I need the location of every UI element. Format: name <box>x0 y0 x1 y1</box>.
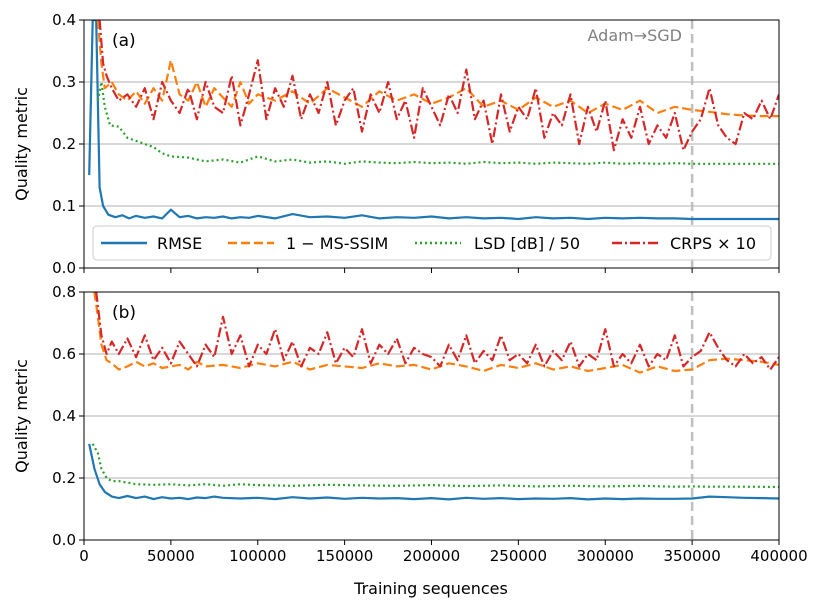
panel-a-x-ticks <box>83 268 780 273</box>
panel-a: 0.0 0.1 0.2 0.3 0.4 (a) Adam→SGD Quality met… <box>12 11 780 277</box>
panel-a-y-axis-label: Quality metric <box>12 87 31 201</box>
panel-a-y-ticks: 0.0 0.1 0.2 0.3 0.4 <box>52 11 84 277</box>
panel-b: 0.0 0.2 0.4 0.6 0.8 0 50000 100000 150000 200000… <box>12 283 808 598</box>
y-tick-label: 0.2 <box>52 469 76 487</box>
y-tick-label: 0.4 <box>52 407 76 425</box>
panel-b-x-ticks: 0 50000 100000 150000 200000 250000 300000 3500… <box>79 540 808 565</box>
y-tick-label: 0.6 <box>52 345 76 363</box>
y-tick-label: 0.4 <box>52 11 76 29</box>
series-line-lsd <box>96 80 779 165</box>
series-line-msssim <box>93 292 779 374</box>
panel-b-series <box>88 292 779 501</box>
x-tick-label: 250000 <box>490 547 547 565</box>
legend: RMSE 1 − MS-SSIM LSD [dB] / 50 CRPS × 10 <box>92 225 772 261</box>
x-tick-label: 200000 <box>403 547 460 565</box>
x-tick-label: 50000 <box>147 547 195 565</box>
x-tick-label: 150000 <box>316 547 373 565</box>
x-tick-label: 350000 <box>663 547 720 565</box>
legend-label-lsd: LSD [dB] / 50 <box>474 234 580 253</box>
y-tick-label: 0.2 <box>52 135 76 153</box>
x-tick-label: 0 <box>79 547 89 565</box>
panel-b-y-axis-label: Quality metric <box>12 359 31 473</box>
y-tick-label: 0.8 <box>52 283 76 301</box>
series-line-crps <box>98 20 779 152</box>
series-line-rmse <box>88 443 779 501</box>
panel-b-y-ticks: 0.0 0.2 0.4 0.6 0.8 <box>52 283 84 549</box>
panel-a-series <box>88 20 779 221</box>
x-tick-label: 300000 <box>577 547 634 565</box>
y-tick-label: 0.3 <box>52 73 76 91</box>
legend-entry-crps: CRPS × 10 <box>612 234 756 253</box>
y-tick-label: 0.1 <box>52 197 76 215</box>
panel-b-gridlines <box>84 291 779 541</box>
panel-b-label: (b) <box>112 303 136 323</box>
legend-label-msssim: 1 − MS-SSIM <box>286 234 388 253</box>
legend-entry-rmse: RMSE <box>101 234 202 253</box>
legend-label-rmse: RMSE <box>157 234 202 253</box>
x-axis-label: Training sequences <box>353 579 508 598</box>
optimizer-switch-annotation: Adam→SGD <box>588 26 683 45</box>
series-line-crps <box>95 292 779 371</box>
x-tick-label: 400000 <box>750 547 807 565</box>
legend-label-crps: CRPS × 10 <box>670 234 756 253</box>
legend-entry-msssim: 1 − MS-SSIM <box>228 234 388 253</box>
y-tick-label: 0.0 <box>52 259 76 277</box>
legend-entry-lsd: LSD [dB] / 50 <box>415 234 580 253</box>
series-line-msssim <box>96 20 779 118</box>
series-line-lsd <box>91 443 779 489</box>
y-tick-label: 0.0 <box>52 531 76 549</box>
panel-a-label: (a) <box>112 31 136 51</box>
x-tick-label: 100000 <box>229 547 286 565</box>
series-line-rmse <box>88 20 779 221</box>
